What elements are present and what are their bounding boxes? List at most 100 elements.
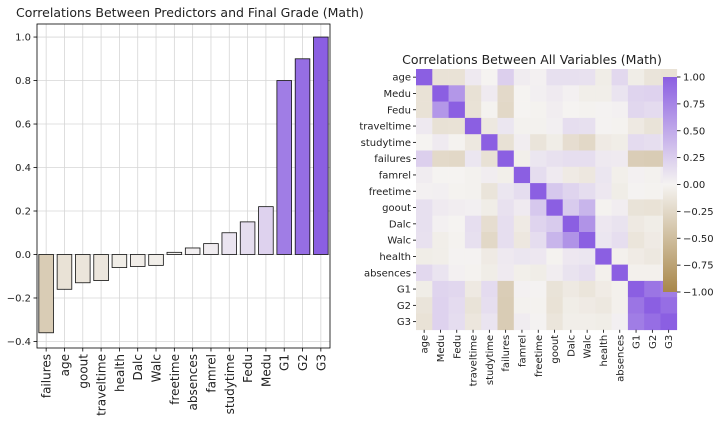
heatmap-cell-Walc-Fedu	[448, 232, 466, 249]
bar-chart-y-axis: −0.4 −0.2 0.0 0.2 0.4 0.6 0.8 1.0	[7, 33, 37, 348]
heatmap-cell-age-traveltime	[464, 69, 482, 86]
heatmap-cell-Dalc-health	[595, 215, 612, 233]
heatmap-cell-Medu-failures	[497, 85, 515, 102]
bar-G3	[313, 36, 329, 255]
heatmap-y-labels: age Medu Fedu traveltime studytime failures fa…	[359, 73, 416, 328]
heatmap-cell-health-goout	[546, 248, 563, 265]
heatmap-x-label-Dalc: Dalc	[566, 335, 577, 357]
colorbar-tick-label: −0.75	[683, 261, 714, 272]
heatmap-cell-absences-Dalc	[562, 264, 580, 282]
heatmap-cell-Walc-G2	[644, 232, 661, 249]
heatmap-cell-age-G1	[627, 69, 645, 86]
heatmap-cell-G1-failures	[497, 280, 515, 298]
heatmap-cell-traveltime-famrel	[513, 117, 531, 135]
heatmap-cell-health-Walc	[579, 248, 596, 265]
heatmap-cell-failures-age	[416, 150, 433, 168]
heatmap-cell-G3-goout	[546, 313, 563, 331]
heatmap-cell-studytime-health	[595, 134, 612, 151]
heatmap-cell-goout-Walc	[579, 199, 596, 216]
heatmap-cell-absences-G2	[644, 264, 661, 282]
bar-Medu	[258, 206, 274, 255]
heatmap-x-label-traveltime: traveltime	[469, 335, 480, 387]
heatmap-cell-Fedu-freetime	[530, 101, 547, 119]
heatmap-cell-Walc-Medu	[432, 232, 449, 249]
heatmap-x-label-freetime: freetime	[534, 335, 545, 377]
heatmap-cell-G2-famrel	[513, 297, 531, 314]
heatmap-cell-Fedu-famrel	[513, 101, 531, 119]
heatmap-cell-Medu-health	[595, 85, 612, 102]
heatmap-cell-Walc-goout	[546, 232, 563, 249]
bar-Fedu	[239, 221, 256, 255]
heatmap-cell-health-G1	[627, 248, 645, 265]
heatmap-cell-Dalc-age	[416, 215, 433, 233]
heatmap-cell-Dalc-freetime	[530, 215, 547, 233]
heatmap-cell-absences-Walc	[579, 264, 596, 282]
bar-chart-x-tick-label: absences	[186, 354, 200, 410]
heatmap-y-label-traveltime: traveltime	[359, 122, 411, 133]
heatmap-cell-studytime-G2	[644, 134, 661, 151]
heatmap-cell-studytime-Dalc	[562, 134, 580, 151]
heatmap-cell-freetime-Medu	[432, 183, 449, 200]
heatmap-cell-Dalc-Walc	[579, 215, 596, 233]
heatmap-cell-age-goout	[546, 69, 563, 86]
bar-chart-x-tick-label: studytime	[223, 354, 237, 414]
heatmap-cell-famrel-Fedu	[448, 166, 466, 184]
heatmap-cell-famrel-traveltime	[464, 166, 482, 184]
heatmap-cell-G1-health	[595, 280, 612, 298]
heatmap-cell-traveltime-Walc	[579, 117, 596, 135]
heatmap-cell-freetime-absences	[611, 183, 629, 200]
bar-absences	[184, 247, 201, 255]
heatmap-y-label-G1: G1	[397, 285, 411, 296]
heatmap-cell-freetime-failures	[497, 183, 515, 200]
heatmap-cell-G1-famrel	[513, 280, 531, 298]
heatmap-cell-Medu-freetime	[530, 85, 547, 102]
heatmap-cell-absences-freetime	[530, 264, 547, 282]
heatmap-x-label-famrel: famrel	[517, 335, 528, 367]
heatmap-cell-Dalc-absences	[611, 215, 629, 233]
heatmap-cell-G2-studytime	[481, 297, 498, 314]
bar-chart-x-tick-label: health	[113, 354, 127, 392]
heatmap-cell-Medu-goout	[546, 85, 563, 102]
heatmap-cell-G3-Walc	[579, 313, 596, 331]
heatmap-cell-goout-famrel	[513, 199, 531, 216]
heatmap-cell-goout-freetime	[530, 199, 547, 216]
heatmap-cell-famrel-G2	[644, 166, 661, 184]
heatmap-cell-Medu-Medu	[432, 85, 449, 102]
heatmap-cell-G3-traveltime	[464, 313, 482, 331]
colorbar-tick-label: 0.75	[683, 99, 705, 110]
heatmap-cell-failures-traveltime	[464, 150, 482, 168]
heatmap-cell-Walc-freetime	[530, 232, 547, 249]
bar-chart-y-tick-label: −0.2	[7, 293, 31, 304]
colorbar-tick-label: 0.50	[683, 126, 705, 137]
heatmap-cell-age-age	[416, 69, 433, 86]
heatmap-cell-G3-studytime	[481, 313, 498, 331]
heatmap-cell-G2-G1	[627, 297, 645, 314]
heatmap-cell-freetime-Walc	[579, 183, 596, 200]
heatmap-cell-failures-absences	[611, 150, 629, 168]
heatmap-cell-absences-studytime	[481, 264, 498, 282]
heatmap-cell-goout-studytime	[481, 199, 498, 216]
heatmap-cell-Dalc-Fedu	[448, 215, 466, 233]
heatmap-cell-Dalc-studytime	[481, 215, 498, 233]
heatmap-y-label-G2: G2	[397, 301, 411, 312]
heatmap-cell-health-health	[595, 248, 612, 265]
heatmap-cell-absences-famrel	[513, 264, 531, 282]
heatmap-cell-health-age	[416, 248, 433, 265]
heatmap-cell-Medu-famrel	[513, 85, 531, 102]
heatmap-cell-goout-traveltime	[464, 199, 482, 216]
heatmap-cell-famrel-Medu	[432, 166, 449, 184]
heatmap-cell-failures-goout	[546, 150, 563, 168]
bar-chart-y-tick-label: 0.6	[15, 120, 31, 131]
heatmap-x-label-G3: G3	[664, 335, 675, 349]
colorbar-tick-label: 1.00	[683, 73, 705, 84]
heatmap-cell-studytime-Fedu	[448, 134, 466, 151]
heatmap-cell-Fedu-failures	[497, 101, 515, 119]
bar-chart-x-tick-label: Fedu	[241, 354, 255, 383]
heatmap-cell-health-Fedu	[448, 248, 466, 265]
heatmap-cell-G3-health	[595, 313, 612, 331]
bar-chart-y-tick-label: 0.8	[15, 76, 31, 87]
heatmap-cell-freetime-G2	[644, 183, 661, 200]
heatmap-x-label-health: health	[599, 335, 610, 367]
heatmap-cell-goout-failures	[497, 199, 515, 216]
heatmap-title: Correlations Between All Variables (Math…	[402, 52, 662, 67]
